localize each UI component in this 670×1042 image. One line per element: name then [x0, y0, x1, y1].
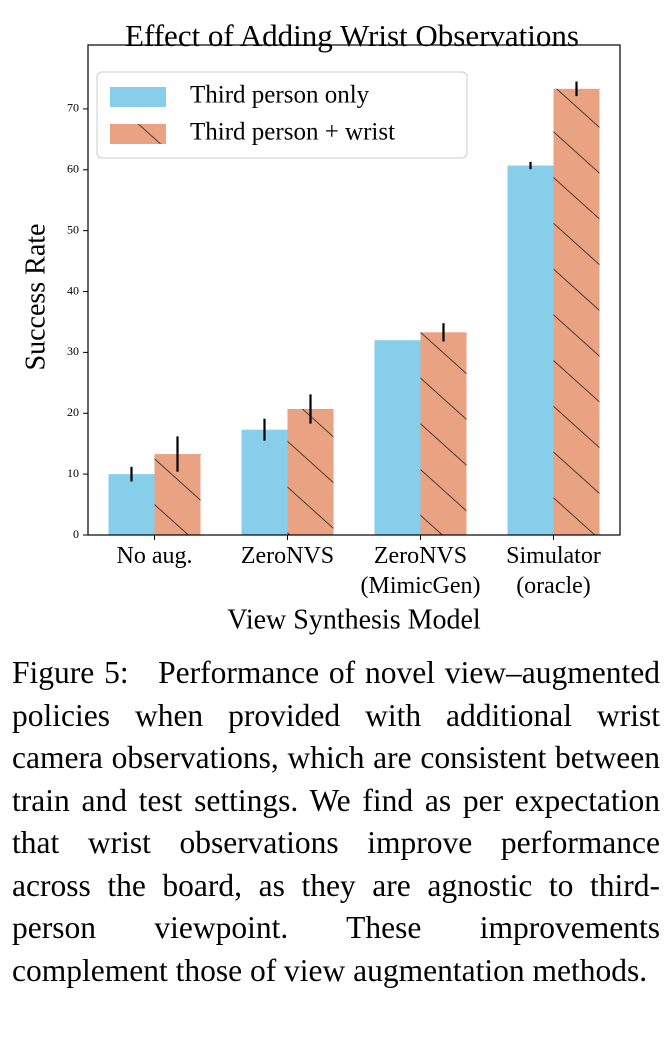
bar	[507, 165, 554, 536]
y-tick-label: 70	[67, 101, 79, 115]
chart-title: Effect of Adding Wrist Observations	[125, 18, 579, 53]
y-tick-label: 60	[67, 162, 79, 176]
x-tick-label: No aug.	[116, 543, 193, 569]
x-axis-label: View Synthesis Model	[227, 604, 481, 635]
y-tick-label: 40	[67, 283, 79, 297]
chart: Effect of Adding Wrist Observations Succ…	[20, 18, 621, 635]
bar	[374, 340, 421, 535]
legend-swatch-hatch	[110, 124, 166, 144]
bar-hatch	[420, 332, 467, 535]
legend-label: Third person only	[190, 82, 370, 109]
bar-hatch	[287, 409, 334, 535]
legend-box	[96, 71, 468, 159]
y-tick-label: 0	[73, 527, 79, 541]
y-tick-label: 10	[67, 466, 79, 480]
y-tick-label: 30	[67, 344, 79, 358]
legend-swatch	[110, 87, 166, 107]
y-tick-label: 20	[67, 405, 79, 419]
x-tick-label: ZeroNVS	[240, 543, 335, 569]
caption-label: Figure 5:	[12, 655, 129, 690]
bar	[108, 474, 155, 535]
y-axis-label: Success Rate	[20, 224, 51, 371]
y-tick-label: 50	[67, 222, 79, 236]
x-tick-label: ZeroNVS (MimicGen)	[360, 543, 481, 599]
x-tick-label: Simulator (oracle)	[506, 543, 601, 599]
caption: Figure 5: Performance of novel view–augm…	[12, 652, 660, 992]
bar	[241, 429, 288, 535]
legend: Third person only Third person + wrist	[96, 71, 468, 159]
plot-frame	[87, 44, 621, 536]
bar-hatch	[553, 88, 600, 536]
caption-text: Performance of novel view–augmented poli…	[12, 655, 660, 988]
legend-label: Third person + wrist	[190, 119, 395, 146]
